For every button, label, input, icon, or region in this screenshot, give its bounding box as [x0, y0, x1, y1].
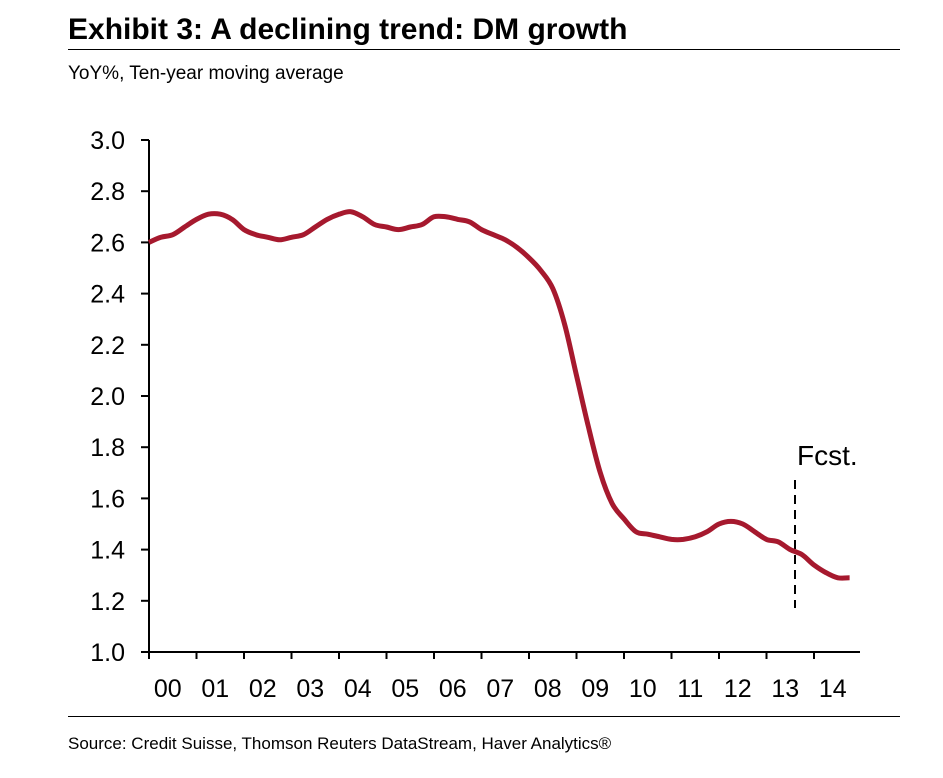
- series-line-1: [147, 209, 850, 581]
- x-tick-label: 04: [344, 675, 372, 703]
- x-tick-label: 08: [534, 675, 562, 703]
- y-tick-label: 2.4: [90, 281, 125, 309]
- series-group: [147, 209, 850, 581]
- x-tick-label: 11: [677, 675, 703, 703]
- x-tick-label: 02: [249, 675, 277, 703]
- source-note: Source: Credit Suisse, Thomson Reuters D…: [68, 734, 612, 753]
- y-tick-label: 1.6: [90, 485, 125, 513]
- y-tick-label: 1.0: [90, 639, 125, 667]
- y-tick-label: 1.2: [90, 588, 125, 616]
- y-tick-label: 2.8: [90, 178, 125, 206]
- y-tick-label: 2.2: [90, 332, 125, 360]
- chart-title: Exhibit 3: A declining trend: DM growth: [68, 13, 628, 46]
- title-divider: [68, 49, 900, 50]
- chart-subtitle: YoY%, Ten-year moving average: [68, 63, 344, 84]
- x-tick-label: 07: [486, 675, 514, 703]
- x-tick-label: 13: [771, 675, 799, 703]
- x-tick-label: 05: [391, 675, 419, 703]
- source-divider: [68, 716, 900, 717]
- line-chart: 1.0 1.2 1.4 1.6 1.8 2.0 2.2 2.4 2.6 2.8 3.0 00 01 02…: [90, 127, 860, 703]
- y-tick-label: 1.4: [90, 537, 125, 565]
- y-axis: 1.0 1.2 1.4 1.6 1.8 2.0 2.2 2.4 2.6 2.8 3.0: [90, 127, 150, 667]
- x-tick-label: 01: [201, 675, 229, 703]
- y-tick-label: 3.0: [90, 127, 125, 155]
- y-tick-label: 1.8: [90, 434, 125, 462]
- x-tick-label: 14: [819, 675, 847, 703]
- y-tick-label: 2.0: [90, 383, 125, 411]
- forecast-annotation: Fcst.: [794, 440, 858, 608]
- x-axis: 00 01 02 03 04 05 06 07 08 09 10 11 12 13 14: [148, 651, 860, 703]
- x-tick-label: 10: [629, 675, 657, 703]
- x-tick-label: 06: [439, 675, 467, 703]
- x-tick-label: 12: [724, 675, 752, 703]
- y-tick-label: 2.6: [90, 229, 125, 257]
- x-tick-label: 03: [296, 675, 324, 703]
- x-tick-label: 00: [154, 675, 182, 703]
- x-tick-label: 09: [581, 675, 609, 703]
- forecast-label: Fcst.: [797, 440, 858, 471]
